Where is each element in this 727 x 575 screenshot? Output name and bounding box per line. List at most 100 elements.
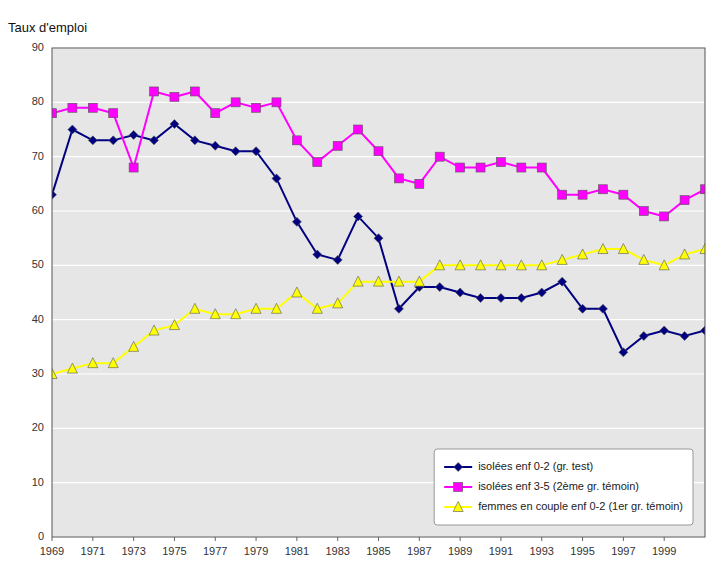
series-marker bbox=[680, 249, 690, 259]
series-marker bbox=[578, 249, 588, 259]
series-marker bbox=[558, 190, 567, 199]
series-marker bbox=[354, 212, 363, 221]
series-marker bbox=[537, 288, 546, 297]
series-marker bbox=[516, 260, 526, 270]
x-tick-label: 1987 bbox=[407, 545, 431, 557]
series-marker bbox=[374, 276, 384, 286]
series-marker bbox=[88, 136, 97, 145]
series-marker bbox=[150, 136, 159, 145]
series-marker bbox=[394, 276, 404, 286]
series-marker bbox=[292, 217, 301, 226]
series-marker bbox=[108, 358, 118, 368]
series-marker bbox=[394, 174, 403, 183]
grid-line bbox=[52, 428, 705, 429]
series-marker bbox=[353, 276, 363, 286]
series-marker bbox=[129, 163, 138, 172]
series-marker bbox=[598, 304, 607, 313]
x-tick-label: 1969 bbox=[40, 545, 64, 557]
series-marker bbox=[476, 163, 485, 172]
x-tick bbox=[419, 537, 420, 541]
series-marker bbox=[52, 369, 57, 379]
series-marker bbox=[272, 98, 281, 107]
plot-background bbox=[52, 48, 705, 537]
plot-frame bbox=[52, 48, 705, 537]
series-marker bbox=[496, 158, 505, 167]
x-tick bbox=[460, 537, 461, 541]
x-tick bbox=[174, 537, 175, 541]
series-marker bbox=[109, 109, 118, 118]
series-line bbox=[52, 249, 705, 374]
legend-marker bbox=[454, 483, 463, 492]
series-line bbox=[52, 91, 705, 216]
x-tick bbox=[133, 537, 134, 541]
series-marker bbox=[639, 207, 648, 216]
series-marker bbox=[680, 196, 689, 205]
x-tick bbox=[500, 537, 501, 541]
grid-line bbox=[52, 156, 705, 157]
series-marker bbox=[313, 250, 322, 259]
y-tick-label: 0 bbox=[38, 530, 44, 542]
x-tick-label: 1985 bbox=[366, 545, 390, 557]
series-marker bbox=[660, 212, 669, 221]
x-tick-label: 1975 bbox=[162, 545, 186, 557]
series-marker bbox=[170, 120, 179, 129]
series-marker bbox=[701, 326, 706, 335]
series-marker bbox=[660, 326, 669, 335]
series-marker bbox=[700, 244, 705, 254]
series-marker bbox=[292, 136, 301, 145]
series-marker bbox=[455, 260, 465, 270]
x-tick bbox=[296, 537, 297, 541]
series-marker bbox=[537, 260, 547, 270]
grid-line bbox=[52, 102, 705, 103]
x-tick-label: 1993 bbox=[530, 545, 554, 557]
series-marker bbox=[517, 163, 526, 172]
grid-line bbox=[52, 265, 705, 266]
y-grid bbox=[52, 48, 705, 537]
grid-line bbox=[52, 373, 705, 374]
series-marker bbox=[271, 303, 281, 313]
y-tick-label: 20 bbox=[32, 421, 44, 433]
series-marker bbox=[374, 234, 383, 243]
x-tick bbox=[256, 537, 257, 541]
series-marker bbox=[578, 304, 587, 313]
series-marker bbox=[476, 260, 486, 270]
series-marker bbox=[435, 152, 444, 161]
x-tick bbox=[541, 537, 542, 541]
series-marker bbox=[272, 174, 281, 183]
series-marker bbox=[557, 254, 567, 264]
y-tick-label: 40 bbox=[32, 313, 44, 325]
series-marker bbox=[354, 125, 363, 134]
series-marker bbox=[456, 288, 465, 297]
series-marker bbox=[639, 331, 648, 340]
legend-marker bbox=[454, 463, 463, 472]
legend-label: femmes en couple enf 0-2 (1er gr. témoin… bbox=[478, 500, 683, 512]
grid-line bbox=[52, 210, 705, 211]
series-marker bbox=[190, 303, 200, 313]
series-marker bbox=[333, 255, 342, 264]
series-marker bbox=[211, 109, 220, 118]
x-tick-label: 1971 bbox=[81, 545, 105, 557]
legend-marker bbox=[453, 502, 463, 512]
series-marker bbox=[52, 190, 57, 199]
series-marker bbox=[680, 331, 689, 340]
series-marker bbox=[619, 348, 628, 357]
series-marker bbox=[476, 293, 485, 302]
y-tick-label: 60 bbox=[32, 204, 44, 216]
x-tick bbox=[215, 537, 216, 541]
series-marker bbox=[190, 87, 199, 96]
series-marker bbox=[231, 309, 241, 319]
y-tick-label: 10 bbox=[32, 476, 44, 488]
series-marker bbox=[598, 244, 608, 254]
series-marker bbox=[292, 287, 302, 297]
series-marker bbox=[149, 325, 159, 335]
x-tick bbox=[378, 537, 379, 541]
x-tick-label: 1983 bbox=[325, 545, 349, 557]
series-marker bbox=[251, 303, 261, 313]
x-tick-label: 1989 bbox=[448, 545, 472, 557]
x-tick-label: 1981 bbox=[285, 545, 309, 557]
y-tick-label: 90 bbox=[32, 41, 44, 53]
legend-label: isolées enf 3-5 (2ème gr. témoin) bbox=[478, 480, 639, 492]
series-marker bbox=[52, 109, 57, 118]
series-marker bbox=[435, 283, 444, 292]
series-marker bbox=[231, 98, 240, 107]
